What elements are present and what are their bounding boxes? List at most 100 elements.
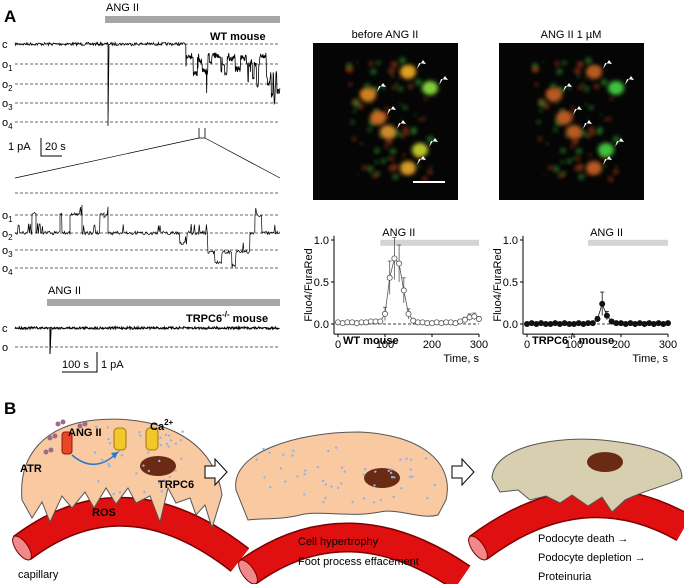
cell (566, 125, 582, 139)
cell-signal (360, 142, 363, 146)
stimulus-label: ANG II (106, 2, 139, 14)
cell-signal (367, 127, 372, 132)
state-name: c (2, 323, 8, 335)
cell (598, 143, 614, 157)
zoom-line (204, 137, 281, 179)
cell (360, 88, 376, 102)
calcium-dot (390, 476, 394, 479)
stimulus-label: ANG II (590, 227, 623, 239)
capillary-end (238, 559, 258, 584)
calcium-dot (138, 434, 142, 437)
data-point (571, 320, 578, 327)
cell-signal (368, 61, 374, 67)
arrowhead (377, 83, 386, 92)
calcium-dot (158, 459, 161, 463)
cell-signal (421, 117, 426, 121)
cell-signal (594, 83, 600, 89)
cell-signal (532, 62, 538, 69)
data-point (334, 319, 341, 326)
calcium-dot (106, 426, 109, 429)
cell-signal (400, 134, 405, 139)
cell-signal (588, 105, 594, 110)
stimulus-bar (380, 239, 479, 246)
panel-label: B (4, 399, 16, 418)
cell-signal (402, 153, 406, 157)
stimulus-label: ANG II (48, 285, 81, 297)
data-point (599, 300, 606, 307)
arrowhead (603, 60, 612, 69)
cell-signal (556, 68, 563, 75)
cell-signal (385, 106, 389, 111)
stimulus-bar (105, 16, 280, 23)
trpc6-channel (113, 427, 127, 451)
x-axis-label: Time, s (632, 353, 668, 365)
cell-signal (422, 176, 428, 182)
calcium-dot (408, 475, 412, 479)
calcium-dot (373, 484, 376, 487)
cell-signal (391, 163, 398, 171)
cell-signal (548, 165, 553, 170)
calcium-dot (400, 486, 403, 490)
calcium-dot (162, 479, 166, 482)
cell-signal (585, 57, 592, 64)
nucleus (140, 456, 176, 476)
zoom-bracket (198, 128, 206, 139)
state-name: o (2, 210, 8, 222)
cell-signal (395, 82, 399, 86)
arrowhead (573, 106, 582, 115)
calcium-dot (174, 469, 177, 472)
calcium-dot (291, 454, 294, 457)
cell-signal (362, 165, 367, 170)
y-tick-label: 0.5 (503, 277, 518, 289)
scale-label: 100 s (62, 359, 89, 371)
arrowhead (417, 156, 426, 165)
cell (608, 81, 624, 95)
calcium-dot (179, 439, 183, 442)
calcium-dot (108, 465, 111, 468)
current-trace (14, 324, 280, 355)
state-label: o4 (2, 263, 13, 277)
calcium-dot (303, 472, 306, 476)
data-point (461, 316, 468, 323)
cell-signal (581, 82, 585, 86)
series-name: WT mouse (343, 335, 399, 347)
data-point (447, 319, 454, 326)
calcium-dot (146, 451, 150, 454)
state-name: o (2, 117, 8, 129)
cell-signal (597, 127, 603, 133)
calcium-dot (426, 497, 429, 500)
state-label: c (2, 323, 8, 335)
data-point (471, 313, 478, 320)
calcium-dot (142, 464, 145, 467)
state-name: o (2, 245, 8, 257)
cell-signal (571, 106, 575, 111)
calcium-dot (167, 445, 170, 448)
cell-signal (370, 68, 377, 75)
ros-arrowhead (111, 452, 118, 459)
calcium-dot (120, 454, 124, 457)
data-point (618, 320, 625, 327)
receptor (61, 431, 73, 455)
calcium-dot (168, 475, 172, 479)
state-subscript: 4 (8, 122, 13, 131)
cell (556, 111, 572, 125)
data-point (538, 320, 545, 327)
cell-signal (346, 62, 352, 69)
scale-bar (62, 352, 98, 373)
cell-signal (388, 68, 395, 75)
cell-signal (538, 136, 543, 141)
data-point (405, 310, 412, 317)
calcium-dot (321, 479, 325, 483)
y-axis-label: Fluo4/FuraRed (492, 248, 504, 321)
cell-signal (577, 163, 584, 171)
cell-signal (426, 135, 434, 143)
x-tick-label: 200 (612, 339, 630, 351)
calcium-dot (343, 470, 347, 473)
gene-name: TRPC6 (186, 313, 222, 325)
cell-signal (411, 127, 417, 133)
x-tick-label: 0 (335, 339, 341, 351)
x-tick-label: 300 (659, 339, 677, 351)
cell-signal (376, 60, 381, 66)
cell-signal (389, 148, 396, 155)
